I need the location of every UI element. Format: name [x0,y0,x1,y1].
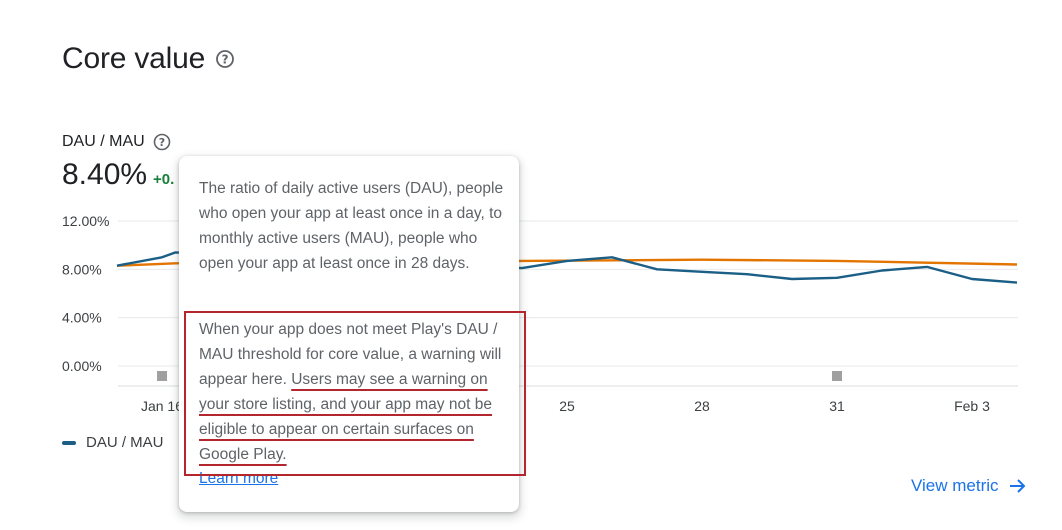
x-tick-label: 25 [559,398,575,414]
event-marker [157,371,167,381]
help-circle-icon[interactable]: ? [153,133,171,151]
view-metric-link[interactable]: View metric [911,476,1027,496]
help-circle-icon[interactable]: ? [215,49,235,69]
help-tooltip: The ratio of daily active users (DAU), p… [179,156,519,512]
svg-text:?: ? [222,53,229,67]
tooltip-description: The ratio of daily active users (DAU), p… [199,180,504,272]
x-tick-label: Feb 3 [954,398,990,414]
event-marker [832,371,842,381]
y-tick-label: 12.00% [62,213,109,229]
tooltip-warning-highlight: Users may see a warning on your store li… [199,371,492,463]
tooltip-warning-text: When your app does not meet Play's DAU /… [199,321,502,388]
y-tick-label: 8.00% [62,261,102,277]
metric-delta: +0. [153,171,175,188]
section-title: Core value ? [62,42,235,76]
learn-more-link[interactable]: Learn more [199,470,279,487]
arrow-right-icon [1009,479,1025,493]
metric-label-text: DAU / MAU [62,133,145,150]
metric-value: 8.40% [62,158,148,191]
section-title-text: Core value [62,42,206,75]
series-line [116,258,1018,267]
legend-label: DAU / MAU [86,434,164,451]
y-tick-label: 4.00% [62,310,102,326]
svg-text:?: ? [158,136,164,149]
x-tick-label: 31 [829,398,845,414]
x-tick-label: 28 [694,398,710,414]
chart-legend: DAU / MAU [62,434,164,451]
view-metric-label: View metric [911,476,999,495]
x-tick-label: Jan 16 [141,398,183,414]
metric-label: DAU / MAU ? [62,133,171,151]
legend-swatch [62,440,76,445]
y-tick-label: 0.00% [62,358,102,374]
tooltip-warning: When your app does not meet Play's DAU /… [199,317,505,467]
